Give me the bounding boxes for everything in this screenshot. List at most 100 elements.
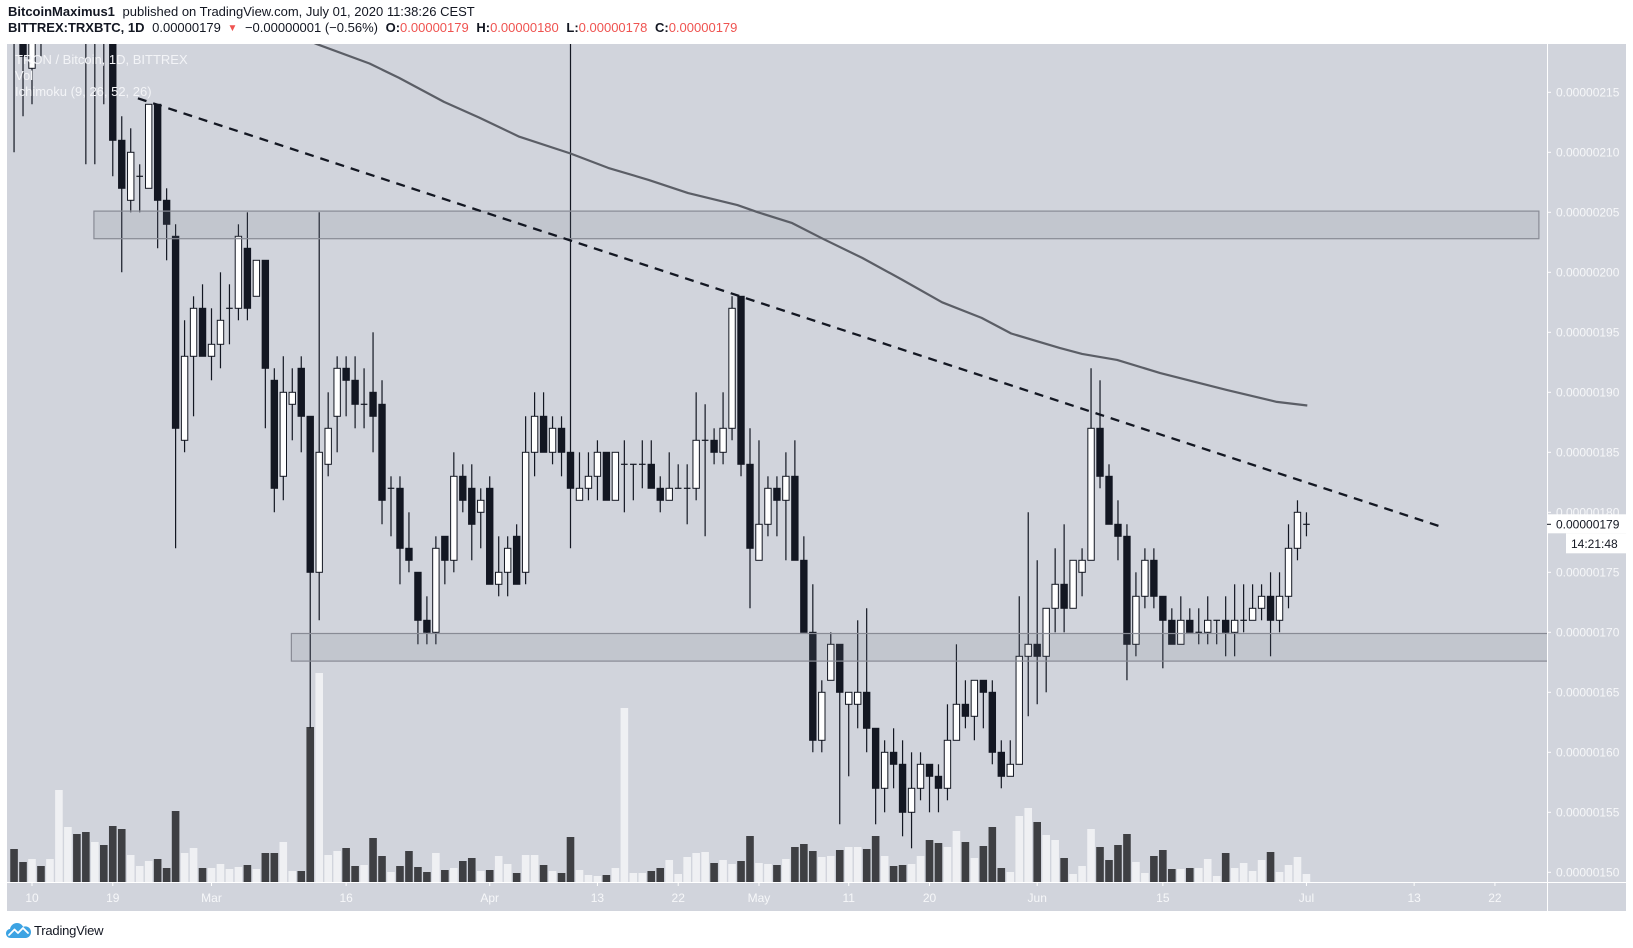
candle — [1284, 524, 1293, 609]
price-axis-label: 0.00000170 — [1556, 626, 1620, 640]
volume-bar — [1150, 856, 1158, 882]
volume-bar — [844, 847, 853, 882]
volume-bar — [207, 868, 216, 882]
price-axis-label: 0.00000160 — [1556, 746, 1620, 760]
volume-bar — [144, 861, 153, 882]
candle-body-up — [477, 499, 485, 513]
volume-bar — [629, 873, 638, 882]
symbol-info-bar: BITTREX:TRXBTC, 1D 0.00000179 ▼ −0.00000… — [8, 20, 737, 38]
volume-bar — [1194, 868, 1203, 882]
candle-body-down — [512, 535, 521, 585]
candle — [189, 296, 198, 417]
candle-body-down — [153, 103, 162, 201]
candle — [791, 440, 799, 561]
volume-bar — [818, 857, 826, 882]
candle-body-down — [746, 463, 754, 549]
candle — [683, 464, 691, 525]
candle-body-up — [333, 367, 341, 417]
time-axis-label: 10 — [25, 891, 39, 905]
candle — [306, 415, 314, 729]
volume-bar — [1123, 834, 1131, 882]
candle — [1230, 584, 1239, 657]
volume-bar — [1069, 874, 1077, 882]
candle-body-up — [1293, 511, 1302, 549]
author-name[interactable]: BitcoinMaximus1 — [8, 4, 115, 19]
low-label: L: — [566, 20, 579, 35]
candle — [512, 524, 521, 585]
volume-bar — [297, 871, 306, 882]
candle-body-up — [1257, 595, 1266, 609]
volume-bar — [575, 870, 584, 882]
volume-bar — [189, 848, 198, 882]
candle-body-up — [315, 451, 323, 573]
candle — [414, 571, 422, 645]
volume-bar — [746, 836, 754, 882]
volume-bar — [1087, 829, 1095, 882]
volume-bar — [1257, 860, 1266, 882]
candle-body-down — [710, 439, 718, 453]
high-label: H: — [476, 20, 491, 35]
candle-body-up — [755, 523, 763, 561]
volume-bar — [889, 866, 898, 882]
candle — [118, 116, 126, 273]
volume-bar — [1024, 808, 1033, 882]
time-axis-label: 22 — [1488, 891, 1502, 905]
time-axis-label: Jul — [1299, 891, 1314, 905]
candle — [495, 536, 503, 597]
volume-bar — [1302, 874, 1311, 882]
candle — [1257, 584, 1266, 621]
volume-bar — [55, 790, 63, 882]
candle — [1293, 500, 1302, 561]
candle-body-down — [19, 44, 27, 57]
volume-bar — [593, 876, 602, 882]
candle-body-down — [1060, 583, 1068, 609]
candle — [324, 392, 332, 477]
volume-bar — [674, 874, 682, 882]
candle — [198, 284, 207, 357]
candle-body-down — [647, 463, 655, 489]
candle — [226, 284, 233, 345]
tradingview-logo[interactable]: TradingView — [6, 921, 104, 939]
candle-body-down — [800, 559, 808, 633]
volume-bar — [306, 727, 315, 882]
candle-body-down — [898, 763, 907, 813]
volume-bar — [315, 673, 323, 882]
candle — [952, 644, 961, 741]
candle-body-up — [692, 439, 700, 489]
candle — [827, 632, 835, 681]
volume-bar — [405, 851, 413, 882]
volume-bar — [943, 847, 952, 882]
candle-body-down — [889, 751, 898, 765]
volume-bar — [1114, 845, 1122, 882]
candle-body-down — [871, 727, 880, 789]
candle — [728, 296, 736, 441]
candle — [47, 0, 53, 32]
volume-bar — [701, 852, 709, 882]
volume-bar — [1159, 850, 1167, 882]
volume-bar — [108, 826, 117, 882]
candle — [575, 452, 584, 501]
volume-bar — [530, 855, 539, 882]
candle-body-down — [1033, 643, 1041, 657]
candle-body-down — [862, 691, 871, 729]
candle-body-down — [1096, 427, 1104, 477]
volume-bar — [243, 865, 252, 882]
ohlc-close: C:0.00000179 — [655, 20, 737, 36]
candle-body-up — [818, 691, 826, 741]
volume-bar — [1051, 840, 1059, 882]
volume-bar — [459, 861, 467, 882]
candle — [997, 740, 1005, 789]
volume-bar — [135, 866, 144, 882]
volume-bar — [1239, 863, 1248, 882]
volume-bar — [279, 842, 288, 882]
price-axis-label: 0.00000200 — [1556, 266, 1620, 280]
volume-bar — [234, 867, 243, 882]
candle-body-up — [782, 475, 790, 501]
open-label: O: — [385, 20, 401, 35]
candle — [13, 44, 15, 153]
volume-bar — [1177, 869, 1185, 882]
candle — [94, 44, 96, 165]
candle — [1069, 559, 1077, 609]
drawn-lines — [137, 44, 1446, 529]
volume-bar — [548, 871, 557, 882]
